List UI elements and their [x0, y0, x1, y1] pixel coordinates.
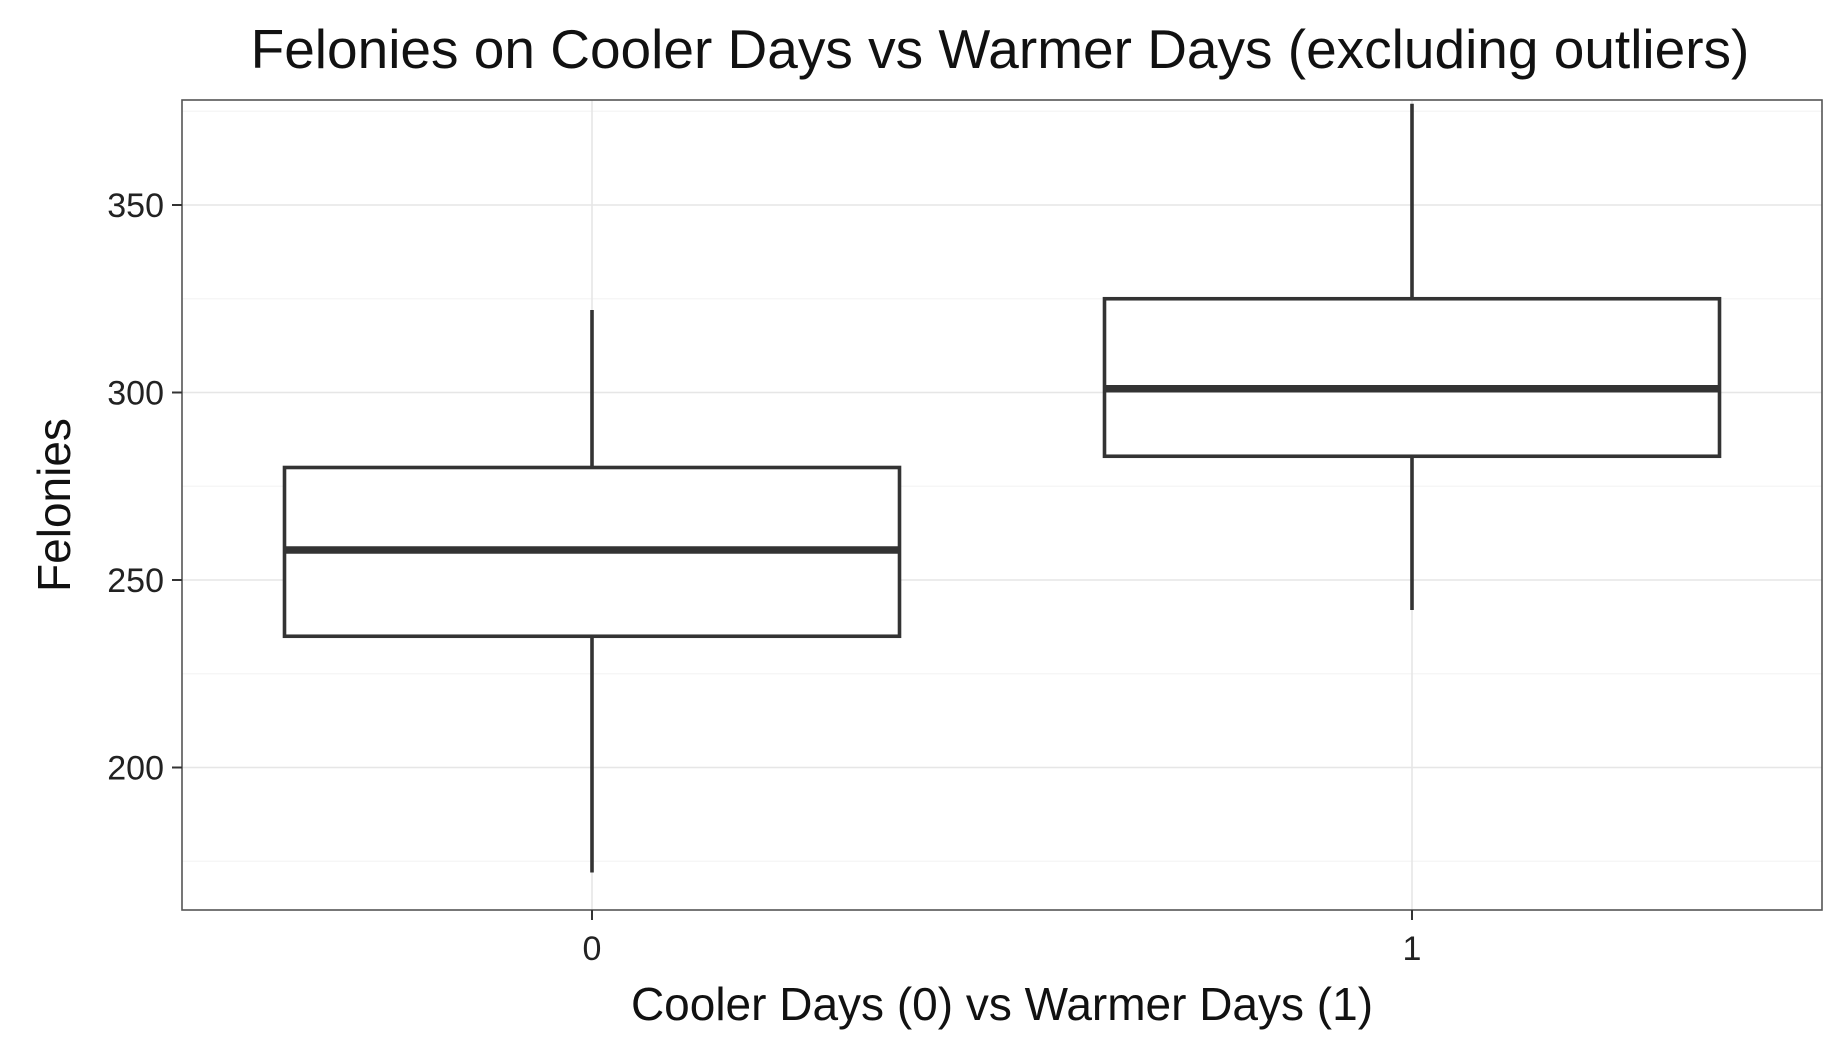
y-tick-label: 250 [107, 562, 164, 600]
chart-title: Felonies on Cooler Days vs Warmer Days (… [251, 18, 1750, 80]
y-tick-label: 300 [107, 375, 164, 413]
x-axis-title: Cooler Days (0) vs Warmer Days (1) [631, 978, 1373, 1030]
box-1 [1102, 103, 1722, 610]
y-axis-title: Felonies [28, 418, 80, 592]
y-tick-label: 200 [107, 750, 164, 788]
y-tick-label: 350 [107, 187, 164, 225]
plot-panel-border [181, 99, 1823, 911]
iqr-box [1102, 296, 1722, 459]
x-tick-label: 1 [1403, 930, 1422, 968]
boxes-layer [282, 103, 1722, 873]
box-0 [282, 310, 902, 873]
x-tick-label: 0 [583, 930, 602, 968]
axes-layer: 200 250 300 350 0 1 [107, 187, 1421, 968]
